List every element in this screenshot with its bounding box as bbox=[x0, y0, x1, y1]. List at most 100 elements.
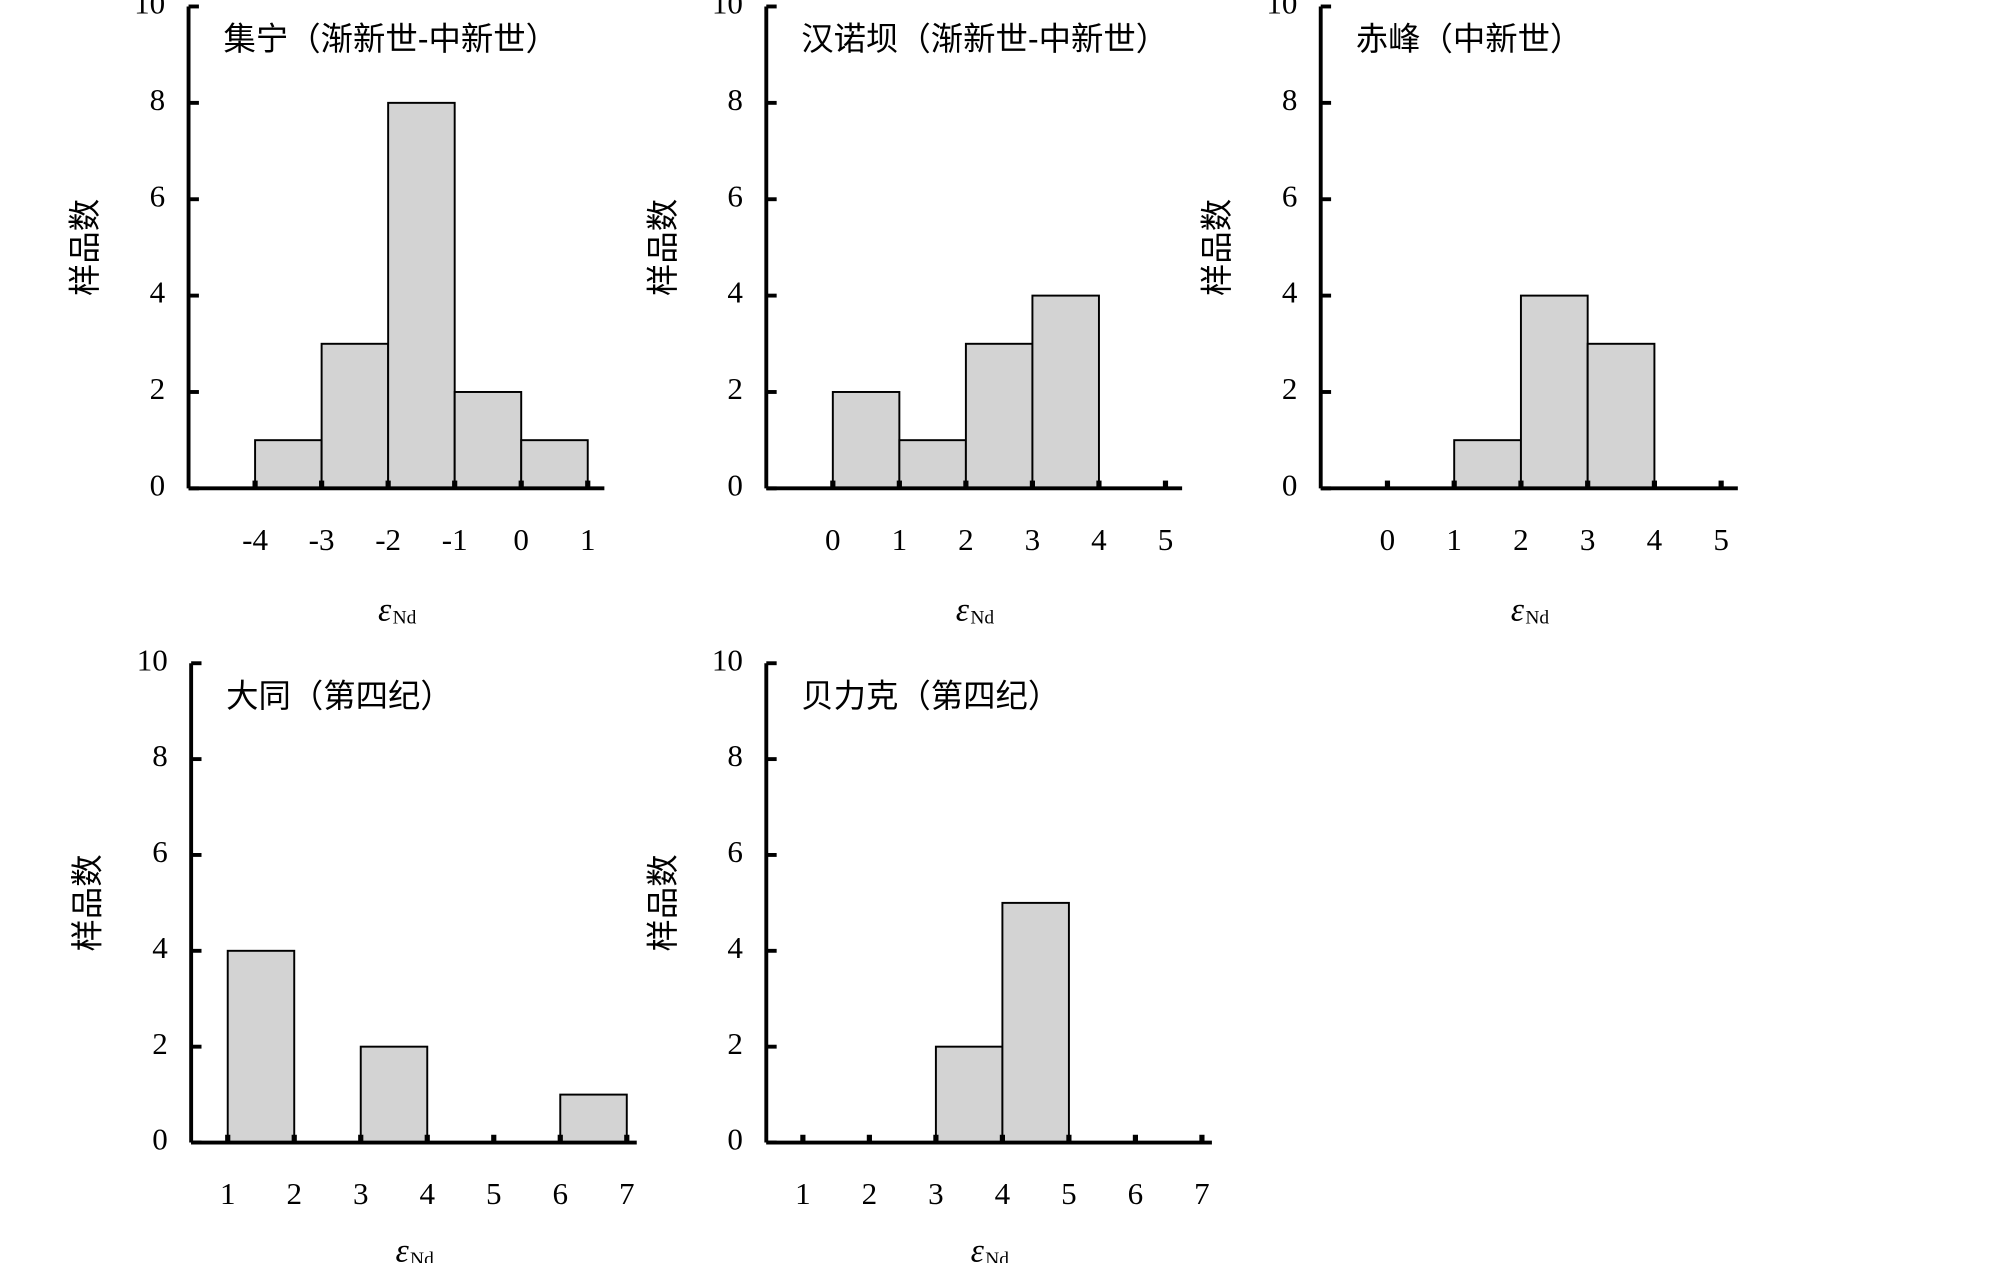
x-tick-label: 6 bbox=[1128, 1176, 1144, 1211]
y-tick-label: 6 bbox=[150, 178, 166, 213]
y-axis-label: 样品数 bbox=[645, 199, 681, 296]
bar bbox=[254, 439, 323, 490]
x-axis-label: ε bbox=[378, 591, 392, 628]
x-tick-label: 3 bbox=[353, 1176, 369, 1211]
x-tick-label: 4 bbox=[995, 1176, 1011, 1211]
y-tick-label: 8 bbox=[150, 82, 166, 117]
x-tick-label: 4 bbox=[1647, 522, 1663, 557]
y-tick-label: 8 bbox=[727, 82, 743, 117]
y-tick-label: 8 bbox=[727, 738, 743, 773]
y-axis-label: 样品数 bbox=[645, 854, 681, 951]
x-tick-label: 2 bbox=[958, 522, 974, 557]
x-axis-label-subscript: Nd bbox=[393, 608, 417, 629]
x-tick-label: 3 bbox=[928, 1176, 944, 1211]
bar bbox=[559, 1093, 628, 1144]
y-tick-label: 4 bbox=[1282, 275, 1298, 310]
x-tick-label: 0 bbox=[513, 522, 529, 557]
x-tick-label: 4 bbox=[1091, 522, 1107, 557]
y-tick-label: 6 bbox=[1282, 178, 1298, 213]
chart-title: 贝力克（第四纪） bbox=[801, 678, 1060, 714]
bar bbox=[898, 439, 967, 490]
x-tick-label: 7 bbox=[619, 1176, 635, 1211]
bar bbox=[1031, 294, 1100, 490]
x-tick-label: 5 bbox=[486, 1176, 502, 1211]
x-tick-label: -2 bbox=[375, 522, 401, 557]
y-tick-label: 6 bbox=[152, 834, 168, 869]
y-axis-label: 样品数 bbox=[70, 854, 106, 951]
y-axis-label: 样品数 bbox=[67, 199, 103, 296]
chart-title: 赤峰（中新世） bbox=[1356, 21, 1583, 57]
x-tick-label: 0 bbox=[1380, 522, 1396, 557]
y-tick-label: 2 bbox=[727, 1026, 743, 1061]
y-tick-label: 0 bbox=[727, 467, 743, 502]
x-axis-label-subscript: Nd bbox=[1525, 608, 1549, 629]
y-tick-label: 10 bbox=[1266, 0, 1297, 21]
x-tick-label: -3 bbox=[309, 522, 335, 557]
y-tick-label: 10 bbox=[712, 0, 743, 21]
x-tick-label: 2 bbox=[862, 1176, 878, 1211]
bar bbox=[520, 439, 589, 490]
x-tick-label: 7 bbox=[1194, 1176, 1210, 1211]
x-tick-label: 1 bbox=[220, 1176, 236, 1211]
x-axis-label-subscript: Nd bbox=[970, 608, 994, 629]
bar bbox=[320, 342, 390, 490]
x-tick-label: 3 bbox=[1025, 522, 1041, 557]
x-tick-label: 1 bbox=[892, 522, 908, 557]
x-tick-label: 1 bbox=[795, 1176, 811, 1211]
bar bbox=[934, 1045, 1004, 1144]
bar bbox=[1519, 294, 1589, 490]
y-tick-label: 4 bbox=[150, 275, 166, 310]
y-tick-label: 6 bbox=[727, 178, 743, 213]
bar bbox=[1453, 439, 1522, 490]
y-tick-label: 0 bbox=[152, 1122, 168, 1157]
y-tick-label: 2 bbox=[152, 1026, 168, 1061]
x-axis-label: ε bbox=[956, 591, 970, 628]
y-tick-label: 2 bbox=[150, 371, 166, 406]
x-axis-label-subscript: Nd bbox=[410, 1249, 434, 1263]
chart-title: 集宁（渐新世-中新世） bbox=[224, 21, 559, 57]
x-axis-label: ε bbox=[1511, 591, 1525, 628]
y-tick-label: 0 bbox=[1282, 467, 1298, 502]
y-tick-label: 6 bbox=[727, 834, 743, 869]
y-tick-label: 10 bbox=[137, 642, 168, 677]
x-tick-label: 6 bbox=[552, 1176, 568, 1211]
x-tick-label: -1 bbox=[442, 522, 468, 557]
x-tick-label: 2 bbox=[286, 1176, 302, 1211]
y-tick-label: 4 bbox=[727, 275, 743, 310]
bar bbox=[1586, 342, 1656, 490]
x-axis-label: ε bbox=[395, 1233, 409, 1263]
y-tick-label: 0 bbox=[727, 1122, 743, 1157]
y-tick-label: 10 bbox=[134, 0, 165, 21]
x-tick-label: 1 bbox=[580, 522, 596, 557]
bar bbox=[964, 342, 1034, 490]
y-tick-label: 8 bbox=[1282, 82, 1298, 117]
x-tick-label: 5 bbox=[1061, 1176, 1077, 1211]
x-tick-label: 0 bbox=[825, 522, 841, 557]
bar bbox=[387, 101, 456, 490]
chart-title: 汉诺坝（渐新世-中新世） bbox=[801, 21, 1168, 57]
y-tick-label: 4 bbox=[152, 930, 168, 965]
y-tick-label: 2 bbox=[727, 371, 743, 406]
x-tick-label: 5 bbox=[1158, 522, 1174, 557]
x-axis-label: ε bbox=[971, 1233, 985, 1263]
chart-title: 大同（第四纪） bbox=[226, 678, 453, 714]
x-tick-label: 2 bbox=[1513, 522, 1529, 557]
bar bbox=[831, 391, 901, 490]
y-tick-label: 10 bbox=[712, 642, 743, 677]
x-tick-label: 3 bbox=[1580, 522, 1596, 557]
x-axis-label-subscript: Nd bbox=[985, 1249, 1009, 1263]
y-tick-label: 4 bbox=[727, 930, 743, 965]
bar bbox=[359, 1045, 429, 1144]
y-tick-label: 8 bbox=[152, 738, 168, 773]
bar bbox=[453, 391, 523, 490]
x-tick-label: 1 bbox=[1446, 522, 1462, 557]
x-tick-label: 4 bbox=[419, 1176, 435, 1211]
y-tick-label: 2 bbox=[1282, 371, 1298, 406]
bar bbox=[226, 949, 296, 1144]
x-tick-label: -4 bbox=[242, 522, 268, 557]
bar bbox=[1001, 901, 1070, 1144]
y-axis-label: 样品数 bbox=[1199, 199, 1235, 296]
x-tick-label: 5 bbox=[1713, 522, 1729, 557]
y-tick-label: 0 bbox=[150, 467, 166, 502]
